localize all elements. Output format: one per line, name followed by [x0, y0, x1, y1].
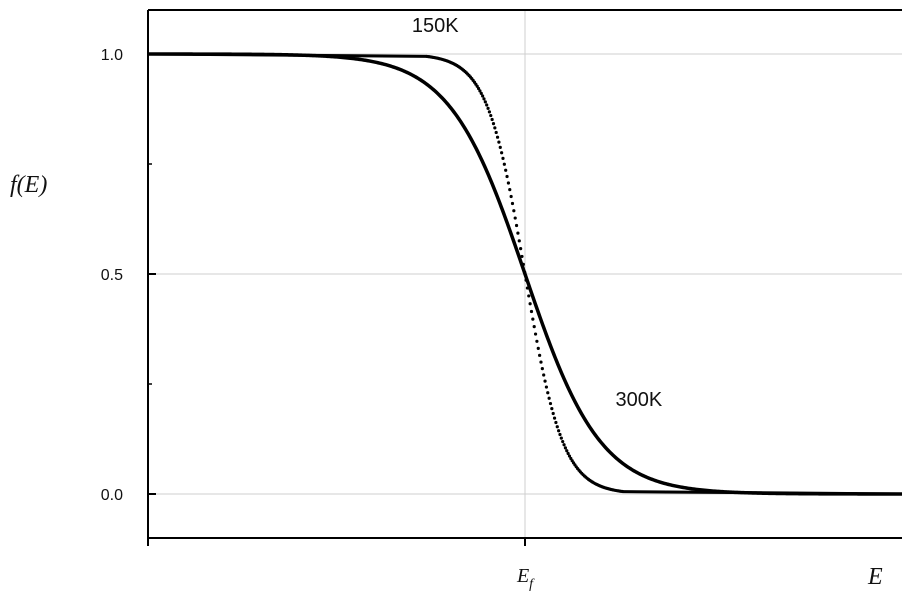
series-150K-point [491, 121, 496, 126]
y-tick-label: 0.5 [101, 267, 123, 284]
series-150K-point [512, 209, 516, 213]
series-150K-point [481, 94, 485, 98]
series-layer [147, 52, 902, 496]
series-150K-point [485, 103, 489, 107]
series-150K-point [536, 346, 540, 350]
series-150K-point [516, 231, 520, 235]
series-150K-point [494, 130, 498, 135]
series-150K-point [479, 91, 483, 95]
y-axis-title: f(E) [10, 172, 47, 198]
series-150K-point [547, 396, 551, 400]
series-150K-point [550, 407, 554, 411]
series-150K-point [490, 117, 494, 122]
series-150K-point [548, 401, 553, 406]
series-150K-point [566, 451, 570, 456]
series-150K-point [529, 309, 534, 314]
series-150K-point [546, 391, 550, 395]
series-150K-point [478, 89, 482, 93]
series-150K-point [543, 379, 547, 383]
series-150K-point [504, 168, 508, 172]
series-150K-point [554, 420, 558, 425]
series-150K-point [513, 216, 517, 220]
series-150K-point [532, 325, 536, 329]
series-150K-point [562, 443, 566, 447]
series-150K-point [486, 106, 490, 110]
series-150K-point [506, 181, 511, 185]
series-150K-point [542, 373, 546, 377]
series-150K-point [555, 425, 559, 429]
x-axis-title: E [867, 564, 883, 590]
series-150K-point [514, 223, 519, 228]
series-150K-point [519, 246, 523, 251]
series-150K-point [509, 194, 513, 199]
series-150K-point [476, 86, 481, 91]
series-150K-point [517, 239, 521, 243]
series-150K-point [563, 446, 568, 450]
series-150K-point [483, 100, 487, 104]
series-150K-point [539, 360, 543, 364]
series-150K-point [510, 201, 515, 206]
series-150K-point [497, 140, 501, 144]
series-150K-point [495, 135, 500, 139]
series-150K-point [558, 432, 562, 437]
series-150K-point [565, 449, 569, 453]
series-150K-point [567, 454, 572, 458]
series-150K-point [508, 188, 512, 192]
y-tick-label: 0.0 [101, 487, 123, 504]
tick-layer [147, 53, 526, 546]
curve-label-150k: 150K [412, 15, 459, 37]
series-150K-point [552, 416, 557, 420]
series-150K-point [482, 97, 486, 101]
series-150K-point [561, 439, 565, 444]
series-150K-point [527, 294, 531, 298]
series-300K-line [147, 52, 902, 496]
series-150K-point [557, 429, 561, 433]
series-150K-point [498, 145, 502, 149]
series-150K-point [538, 353, 542, 357]
series-150K-point [493, 126, 497, 130]
series-150K-point [551, 411, 555, 416]
series-150K-point [528, 302, 532, 306]
series-150K-point [505, 174, 509, 179]
x-tick-label: Ef [516, 565, 535, 591]
y-tick-label: 1.0 [101, 47, 123, 64]
series-150K-point [559, 436, 563, 440]
series-150K-point [501, 156, 505, 160]
series-150K-point [500, 151, 504, 155]
series-150K-point [531, 317, 535, 321]
series-150K-point [520, 254, 524, 259]
series-150K-point [533, 332, 538, 336]
series-150K-point [544, 385, 549, 389]
curve-label-300k: 300K [615, 389, 662, 411]
label-layer: 0.0 0.5 1.0 Ef 150K 300K f(E) E [10, 15, 883, 591]
series-150K-point [489, 113, 493, 118]
series-150K-point [487, 110, 492, 114]
series-150K-point [535, 339, 539, 343]
series-150K-point [540, 367, 544, 371]
series-150K-point [502, 162, 506, 166]
